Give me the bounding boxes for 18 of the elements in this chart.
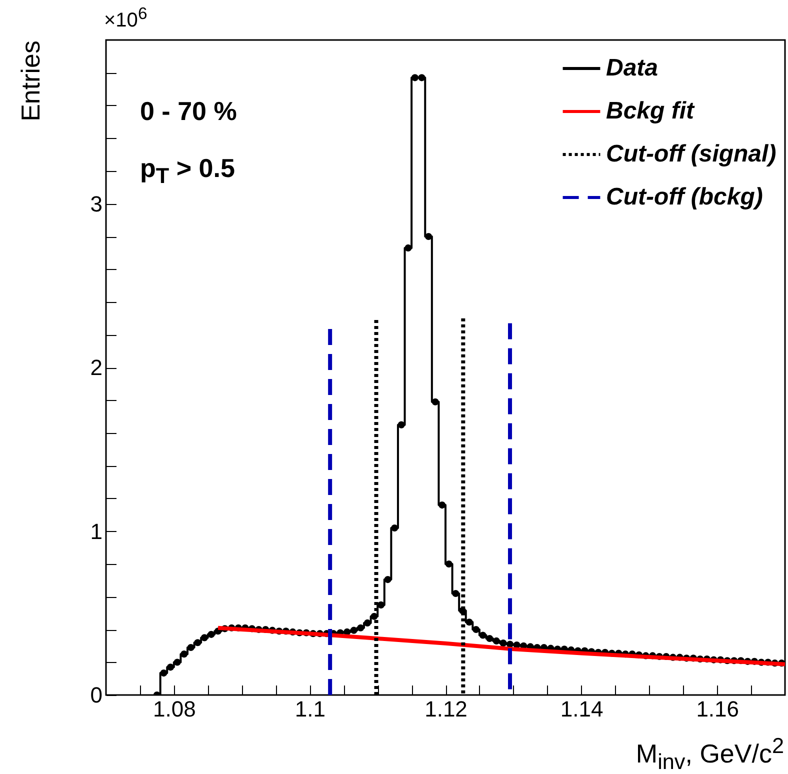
legend-label: Bckg fit bbox=[606, 98, 696, 124]
x-tick-label: 1.16 bbox=[696, 696, 740, 722]
y-tick-label: 2 bbox=[90, 355, 102, 380]
text: ×10$^{6}$ bbox=[104, 4, 148, 32]
annotation: 0 - 70 % bbox=[140, 96, 237, 126]
legend-label: Cut-off (bckg) bbox=[606, 184, 763, 210]
x-tick-label: 1.14 bbox=[560, 696, 604, 722]
y-tick-label: 3 bbox=[90, 191, 102, 216]
y-tick-label: 1 bbox=[90, 518, 102, 544]
x-tick-label: 1.12 bbox=[424, 696, 468, 722]
y-tick-label: 0 bbox=[90, 682, 102, 708]
x-tick-label: 1.1 bbox=[294, 696, 326, 722]
annotation: p$_{T}$ > 0.5 bbox=[140, 153, 235, 188]
y-axis-title: Entries bbox=[15, 40, 46, 122]
legend-label: Cut-off (signal) bbox=[606, 140, 776, 168]
x-tick-label: 1.08 bbox=[152, 696, 196, 722]
x-axis-title: M$_{inv}$, GeV/c$^{2}$ bbox=[636, 733, 784, 774]
legend-label: Data bbox=[606, 54, 658, 82]
